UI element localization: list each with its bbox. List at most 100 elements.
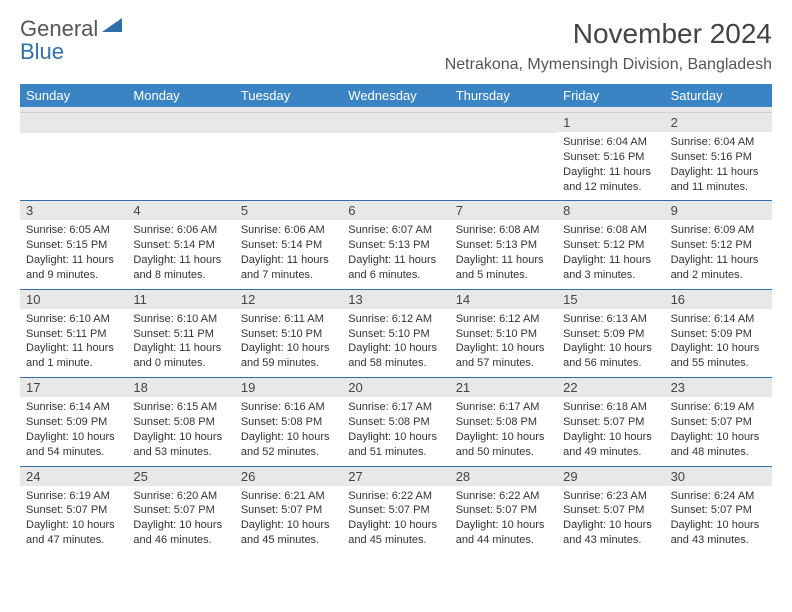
- day-body: Sunrise: 6:09 AMSunset: 5:12 PMDaylight:…: [665, 220, 772, 288]
- day-number: 19: [235, 377, 342, 397]
- daylight-text-1: Daylight: 10 hours: [671, 518, 766, 533]
- sunrise-text: Sunrise: 6:09 AM: [671, 223, 766, 238]
- daylight-text-1: Daylight: 10 hours: [241, 341, 336, 356]
- day-body: Sunrise: 6:12 AMSunset: 5:10 PMDaylight:…: [450, 309, 557, 377]
- day-cell: 26Sunrise: 6:21 AMSunset: 5:07 PMDayligh…: [235, 466, 342, 554]
- header: General Blue November 2024 Netrakona, My…: [20, 18, 772, 74]
- day-cell: 13Sunrise: 6:12 AMSunset: 5:10 PMDayligh…: [342, 289, 449, 377]
- day-body: Sunrise: 6:07 AMSunset: 5:13 PMDaylight:…: [342, 220, 449, 288]
- day-cell: 18Sunrise: 6:15 AMSunset: 5:08 PMDayligh…: [127, 377, 234, 465]
- daylight-text-2: and 50 minutes.: [456, 445, 551, 460]
- sunrise-text: Sunrise: 6:13 AM: [563, 312, 658, 327]
- day-number: 22: [557, 377, 664, 397]
- daylight-text-1: Daylight: 11 hours: [133, 341, 228, 356]
- day-number: 23: [665, 377, 772, 397]
- day-cell: 7Sunrise: 6:08 AMSunset: 5:13 PMDaylight…: [450, 200, 557, 288]
- sunrise-text: Sunrise: 6:17 AM: [456, 400, 551, 415]
- sunset-text: Sunset: 5:07 PM: [671, 503, 766, 518]
- daylight-text-2: and 56 minutes.: [563, 356, 658, 371]
- day-body: Sunrise: 6:04 AMSunset: 5:16 PMDaylight:…: [557, 132, 664, 200]
- day-cell: 23Sunrise: 6:19 AMSunset: 5:07 PMDayligh…: [665, 377, 772, 465]
- daylight-text-1: Daylight: 10 hours: [456, 430, 551, 445]
- day-body: Sunrise: 6:14 AMSunset: 5:09 PMDaylight:…: [20, 397, 127, 465]
- day-number: 24: [20, 466, 127, 486]
- sunrise-text: Sunrise: 6:21 AM: [241, 489, 336, 504]
- logo-part1: General: [20, 16, 98, 41]
- sunset-text: Sunset: 5:07 PM: [563, 503, 658, 518]
- sunrise-text: Sunrise: 6:14 AM: [671, 312, 766, 327]
- day-body: Sunrise: 6:08 AMSunset: 5:13 PMDaylight:…: [450, 220, 557, 288]
- day-body: Sunrise: 6:12 AMSunset: 5:10 PMDaylight:…: [342, 309, 449, 377]
- day-body: Sunrise: 6:17 AMSunset: 5:08 PMDaylight:…: [450, 397, 557, 465]
- day-number: 27: [342, 466, 449, 486]
- day-cell: 28Sunrise: 6:22 AMSunset: 5:07 PMDayligh…: [450, 466, 557, 554]
- day-number: 5: [235, 200, 342, 220]
- daylight-text-2: and 52 minutes.: [241, 445, 336, 460]
- daylight-text-1: Daylight: 11 hours: [26, 341, 121, 356]
- daylight-text-1: Daylight: 10 hours: [26, 518, 121, 533]
- day-body: Sunrise: 6:10 AMSunset: 5:11 PMDaylight:…: [20, 309, 127, 377]
- weekday-wednesday: Wednesday: [342, 84, 449, 107]
- sunrise-text: Sunrise: 6:12 AM: [348, 312, 443, 327]
- daylight-text-2: and 43 minutes.: [563, 533, 658, 548]
- sunset-text: Sunset: 5:08 PM: [241, 415, 336, 430]
- day-cell: [342, 113, 449, 200]
- daylight-text-2: and 1 minute.: [26, 356, 121, 371]
- daylight-text-2: and 49 minutes.: [563, 445, 658, 460]
- day-number: 21: [450, 377, 557, 397]
- daylight-text-2: and 57 minutes.: [456, 356, 551, 371]
- sunset-text: Sunset: 5:11 PM: [133, 327, 228, 342]
- daylight-text-1: Daylight: 11 hours: [133, 253, 228, 268]
- empty-day: [450, 113, 557, 133]
- day-body: Sunrise: 6:17 AMSunset: 5:08 PMDaylight:…: [342, 397, 449, 465]
- daylight-text-2: and 12 minutes.: [563, 180, 658, 195]
- sunrise-text: Sunrise: 6:14 AM: [26, 400, 121, 415]
- daylight-text-1: Daylight: 11 hours: [26, 253, 121, 268]
- daylight-text-1: Daylight: 10 hours: [133, 430, 228, 445]
- sunset-text: Sunset: 5:08 PM: [133, 415, 228, 430]
- day-body: Sunrise: 6:24 AMSunset: 5:07 PMDaylight:…: [665, 486, 772, 554]
- sunrise-text: Sunrise: 6:06 AM: [241, 223, 336, 238]
- day-number: 3: [20, 200, 127, 220]
- day-cell: [127, 113, 234, 200]
- day-cell: 9Sunrise: 6:09 AMSunset: 5:12 PMDaylight…: [665, 200, 772, 288]
- daylight-text-2: and 6 minutes.: [348, 268, 443, 283]
- sunset-text: Sunset: 5:13 PM: [456, 238, 551, 253]
- day-cell: 2Sunrise: 6:04 AMSunset: 5:16 PMDaylight…: [665, 113, 772, 200]
- week-row: 1Sunrise: 6:04 AMSunset: 5:16 PMDaylight…: [20, 113, 772, 200]
- daylight-text-2: and 48 minutes.: [671, 445, 766, 460]
- day-number: 20: [342, 377, 449, 397]
- day-body: Sunrise: 6:21 AMSunset: 5:07 PMDaylight:…: [235, 486, 342, 554]
- sunrise-text: Sunrise: 6:07 AM: [348, 223, 443, 238]
- sunrise-text: Sunrise: 6:05 AM: [26, 223, 121, 238]
- daylight-text-1: Daylight: 10 hours: [348, 430, 443, 445]
- day-number: 7: [450, 200, 557, 220]
- daylight-text-1: Daylight: 10 hours: [241, 430, 336, 445]
- day-body: Sunrise: 6:08 AMSunset: 5:12 PMDaylight:…: [557, 220, 664, 288]
- sunrise-text: Sunrise: 6:19 AM: [671, 400, 766, 415]
- day-number: 2: [665, 113, 772, 132]
- day-body: Sunrise: 6:18 AMSunset: 5:07 PMDaylight:…: [557, 397, 664, 465]
- weekday-sunday: Sunday: [20, 84, 127, 107]
- daylight-text-1: Daylight: 10 hours: [563, 518, 658, 533]
- day-body: Sunrise: 6:23 AMSunset: 5:07 PMDaylight:…: [557, 486, 664, 554]
- sunset-text: Sunset: 5:12 PM: [671, 238, 766, 253]
- day-cell: 30Sunrise: 6:24 AMSunset: 5:07 PMDayligh…: [665, 466, 772, 554]
- day-number: 9: [665, 200, 772, 220]
- sunset-text: Sunset: 5:07 PM: [671, 415, 766, 430]
- sunrise-text: Sunrise: 6:18 AM: [563, 400, 658, 415]
- day-body: Sunrise: 6:13 AMSunset: 5:09 PMDaylight:…: [557, 309, 664, 377]
- daylight-text-1: Daylight: 10 hours: [671, 341, 766, 356]
- day-body: Sunrise: 6:19 AMSunset: 5:07 PMDaylight:…: [20, 486, 127, 554]
- day-body: Sunrise: 6:06 AMSunset: 5:14 PMDaylight:…: [127, 220, 234, 288]
- day-number: 26: [235, 466, 342, 486]
- day-number: 15: [557, 289, 664, 309]
- sunset-text: Sunset: 5:09 PM: [26, 415, 121, 430]
- day-number: 28: [450, 466, 557, 486]
- day-body: Sunrise: 6:20 AMSunset: 5:07 PMDaylight:…: [127, 486, 234, 554]
- day-number: 14: [450, 289, 557, 309]
- day-number: 10: [20, 289, 127, 309]
- sunset-text: Sunset: 5:15 PM: [26, 238, 121, 253]
- day-number: 8: [557, 200, 664, 220]
- weekday-friday: Friday: [557, 84, 664, 107]
